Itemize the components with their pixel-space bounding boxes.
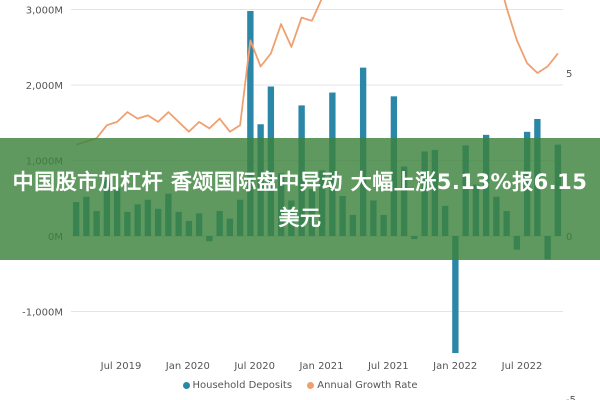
right-tick-label-2: 5: [566, 69, 572, 80]
headline-banner: [0, 138, 600, 260]
legend-item-growth: Annual Growth Rate: [307, 380, 417, 391]
left-tick-label-4: 3,000M: [26, 6, 63, 17]
legend: Household Deposits Annual Growth Rate: [0, 380, 600, 392]
x-tick-label-1: Jan 2020: [165, 361, 210, 372]
growth-rate-line: [75, 0, 559, 146]
bar-17: [247, 11, 254, 237]
x-tick-label-6: Jul 2022: [501, 361, 543, 372]
bar-37: [452, 236, 459, 354]
legend-swatch-deposits: [182, 382, 190, 389]
x-tick-label-4: Jul 2021: [367, 361, 409, 372]
x-tick-label-3: Jan 2021: [298, 361, 343, 372]
x-tick-label-2: Jul 2020: [233, 361, 275, 372]
headline-text: 中国股市加杠杆 香颂国际盘中异动 大幅上涨5.13%报6.15美元: [12, 170, 588, 230]
legend-label-deposits: Household Deposits: [192, 380, 293, 391]
x-tick-label-0: Jul 2019: [100, 361, 142, 372]
right-tick-label-0: -5: [566, 395, 576, 400]
line-series: [75, 0, 559, 146]
legend-label-growth: Annual Growth Rate: [317, 380, 418, 391]
legend-swatch-growth: [307, 382, 315, 389]
x-axis: Jul 2019 Jan 2020 Jul 2020 Jan 2021 Jul 2021…: [100, 361, 543, 372]
left-tick-label-3: 2,000M: [26, 81, 63, 92]
legend-item-deposits: Household Deposits: [182, 380, 293, 391]
x-tick-label-5: Jan 2022: [432, 361, 477, 372]
left-tick-label-0: -1,000M: [22, 308, 63, 319]
